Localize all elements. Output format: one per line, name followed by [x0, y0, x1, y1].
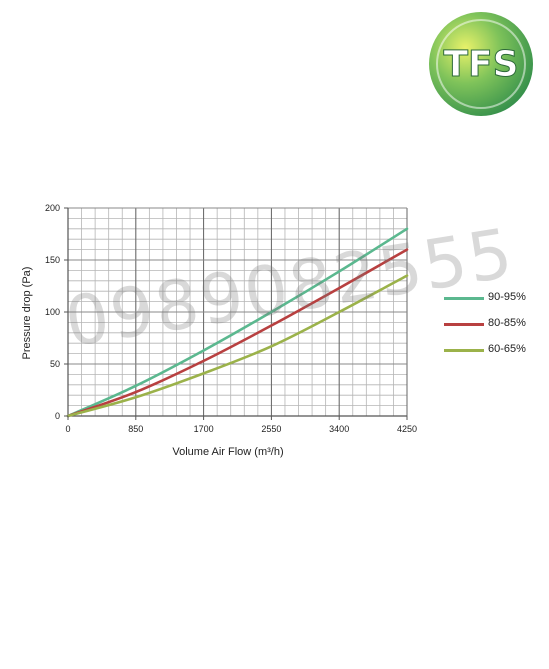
y-axis-label: Pressure drop (Pa): [21, 267, 33, 360]
x-tick-label: 0: [65, 424, 70, 434]
legend-label: 60-65%: [488, 343, 526, 355]
y-tick-label: 50: [50, 359, 60, 369]
tfs-logo: TFS: [429, 12, 533, 116]
x-tick-label: 850: [128, 424, 143, 434]
y-tick-label: 0: [55, 411, 60, 421]
series-line-60-65%: [66, 274, 409, 418]
y-tick-label: 150: [45, 255, 60, 265]
legend-swatch: [444, 297, 484, 300]
legend-swatch: [444, 323, 484, 326]
series-line-80-85%: [66, 248, 409, 418]
y-tick-label: 200: [45, 203, 60, 213]
x-tick-label: 4250: [397, 424, 417, 434]
y-axis-ticks: 0 50 100 150 200: [45, 203, 68, 421]
series-lines: [66, 227, 409, 418]
x-tick-label: 3400: [329, 424, 349, 434]
x-tick-label: 2550: [261, 424, 281, 434]
y-tick-label: 100: [45, 307, 60, 317]
logo-text: TFS: [443, 44, 518, 85]
legend-label: 90-95%: [488, 291, 526, 303]
legend-label: 80-85%: [488, 317, 526, 329]
x-axis-ticks: 0 850 1700 2550 3400 4250: [65, 416, 417, 434]
series-line-90-95%: [66, 227, 409, 418]
x-tick-label: 1700: [194, 424, 214, 434]
legend-swatch: [444, 349, 484, 352]
x-axis-label: Volume Air Flow (m³/h): [172, 446, 283, 458]
